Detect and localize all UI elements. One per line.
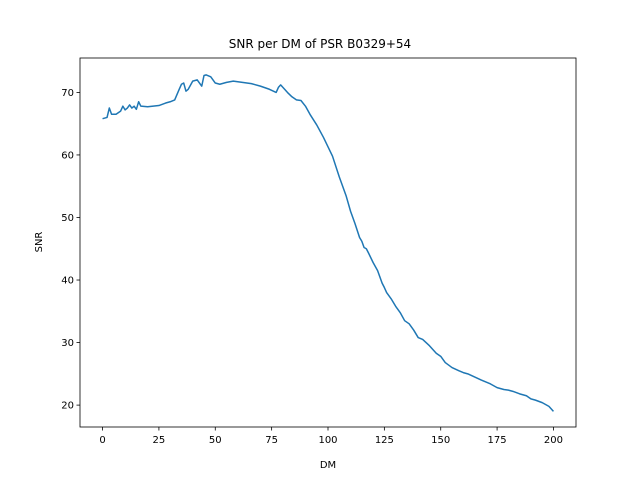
x-tick-label: 175 (488, 435, 507, 446)
x-tick-label: 75 (265, 435, 278, 446)
y-tick-label: 60 (61, 150, 74, 161)
x-tick-label: 150 (431, 435, 450, 446)
y-axis-label: SNR (34, 232, 45, 253)
y-tick-label: 20 (61, 401, 74, 412)
y-tick-label: 40 (61, 276, 74, 287)
y-tick-label: 30 (61, 338, 74, 349)
x-tick-label: 25 (153, 435, 166, 446)
series-line-0 (102, 74, 555, 412)
chart-title: SNR per DM of PSR B0329+54 (229, 37, 411, 51)
x-tick-label: 200 (544, 435, 563, 446)
y-tick-label: 50 (61, 213, 74, 224)
x-tick-label: 50 (209, 435, 222, 446)
x-tick-label: 125 (375, 435, 394, 446)
y-tick-label: 70 (61, 88, 74, 99)
x-tick-label: 100 (318, 435, 337, 446)
plot-area: 0 25 50 75 100 125 150 175 200 20 30 40 50 60 70 (61, 57, 577, 446)
x-axis-label: DM (320, 460, 336, 471)
x-tick-label: 0 (99, 435, 105, 446)
